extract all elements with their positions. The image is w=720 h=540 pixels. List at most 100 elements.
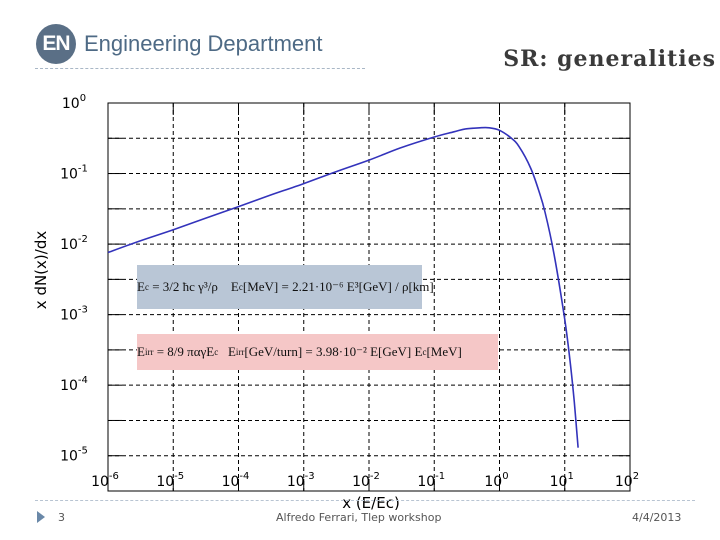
tick-exponent: -5: [78, 446, 88, 457]
slide-marker-icon: [37, 511, 45, 523]
data-point: [498, 129, 501, 132]
data-point: [488, 126, 491, 129]
formula-subscript: c: [422, 347, 427, 357]
y-tick-label: 100: [62, 93, 86, 112]
x-tick-label: 10-4: [222, 471, 250, 490]
axis-ticks: [107, 102, 631, 492]
formula-subscript: irr: [235, 347, 245, 357]
x-tick-label: 10-5: [156, 471, 184, 490]
tick-exponent: 0: [502, 471, 508, 482]
tick-exponent: -3: [78, 305, 88, 316]
slide-title: SR: generalities: [503, 46, 716, 72]
department-name: Engineering Department: [84, 31, 323, 56]
formula-subscript: c: [238, 282, 243, 292]
x-tick-label: 102: [615, 471, 639, 490]
formula-expression: = 3/2 ħc γ³/ρ: [148, 279, 231, 294]
tick-exponent: -1: [78, 164, 88, 175]
formula-subscript: c: [214, 347, 219, 357]
series-line: [107, 126, 579, 448]
tick-exponent: -1: [435, 471, 445, 482]
y-tick-label: 10-3: [60, 305, 88, 324]
x-tick-label: 10-6: [91, 471, 119, 490]
formula-subscript: c: [144, 282, 149, 292]
data-point: [478, 126, 481, 129]
formula-symbol: E: [137, 279, 145, 294]
data-point: [107, 251, 110, 254]
data-point: [537, 189, 540, 192]
formula-subscript: irr: [144, 347, 154, 357]
x-tick-label: 10-2: [352, 471, 380, 490]
data-point: [333, 171, 336, 174]
data-point: [368, 159, 371, 162]
data-point: [573, 400, 576, 403]
tick-base: 10: [417, 474, 435, 490]
data-point: [518, 145, 521, 148]
tick-exponent: -3: [305, 471, 315, 482]
formula-expression: [GeV/turn] = 3.98·10⁻² E[GeV] E: [244, 344, 423, 359]
tick-exponent: 2: [633, 471, 639, 482]
data-point: [399, 147, 402, 150]
x-tick-label: 10-3: [287, 471, 315, 490]
tick-base: 10: [60, 167, 78, 183]
tick-exponent: -2: [370, 471, 380, 482]
department-logo: EN Engineering Department: [36, 24, 322, 64]
tick-exponent: -5: [174, 471, 184, 482]
tick-base: 10: [156, 474, 174, 490]
x-tick-label: 100: [484, 471, 508, 490]
tick-exponent: 1: [567, 471, 573, 482]
x-tick-label: 10-1: [417, 471, 445, 490]
tick-base: 10: [60, 378, 78, 394]
data-point: [544, 211, 547, 214]
data-point: [138, 240, 141, 243]
x-tick-label: 101: [550, 471, 574, 490]
tick-base: 10: [222, 474, 240, 490]
en-logo-mark: EN: [36, 24, 76, 64]
tick-base: 10: [550, 474, 568, 490]
tick-exponent: -6: [109, 471, 119, 482]
data-point: [529, 167, 532, 170]
tick-exponent: -4: [239, 471, 249, 482]
data-point: [577, 446, 580, 449]
tick-base: 10: [60, 308, 78, 324]
grid: [108, 103, 630, 492]
data-point: [510, 136, 513, 139]
x-axis-label: x (E/Ec): [342, 494, 400, 512]
tick-base: 10: [484, 474, 502, 490]
data-point: [237, 205, 240, 208]
formula-expression: [MeV] = 2.21·10⁻⁶ E³[GeV] / ρ[km]: [242, 279, 434, 294]
tick-base: 10: [287, 474, 305, 490]
footer-date: 4/4/2013: [632, 511, 682, 524]
tick-exponent: 0: [80, 93, 86, 104]
y-tick-label: 10-5: [60, 446, 88, 465]
header-divider: [35, 68, 365, 69]
data-point: [464, 127, 467, 130]
y-tick-label: 10-2: [60, 234, 88, 253]
data-point: [268, 194, 271, 197]
footer-divider: [35, 500, 695, 501]
tick-base: 10: [91, 474, 109, 490]
tick-exponent: -2: [78, 234, 88, 245]
y-tick-label: 10-1: [60, 164, 88, 183]
tick-base: 10: [352, 474, 370, 490]
series-group: [107, 126, 580, 449]
formula-expression: = 8/9 παγE: [153, 344, 215, 359]
data-point: [433, 136, 436, 139]
data-point: [203, 217, 206, 220]
data-point: [302, 182, 305, 185]
tick-base: 10: [60, 449, 78, 465]
formula-symbol: E: [218, 344, 236, 359]
tick-exponent: -4: [78, 375, 88, 386]
page-number: 3: [58, 511, 65, 524]
data-point: [568, 358, 571, 361]
formula-symbol: E: [137, 344, 145, 359]
formula-symbol: E: [230, 279, 239, 294]
data-point: [563, 318, 566, 321]
data-point: [172, 228, 175, 231]
formula-expression: [MeV]: [426, 344, 462, 359]
tick-base: 10: [615, 474, 633, 490]
y-axis-label: x dN(x)/dx: [32, 231, 50, 310]
